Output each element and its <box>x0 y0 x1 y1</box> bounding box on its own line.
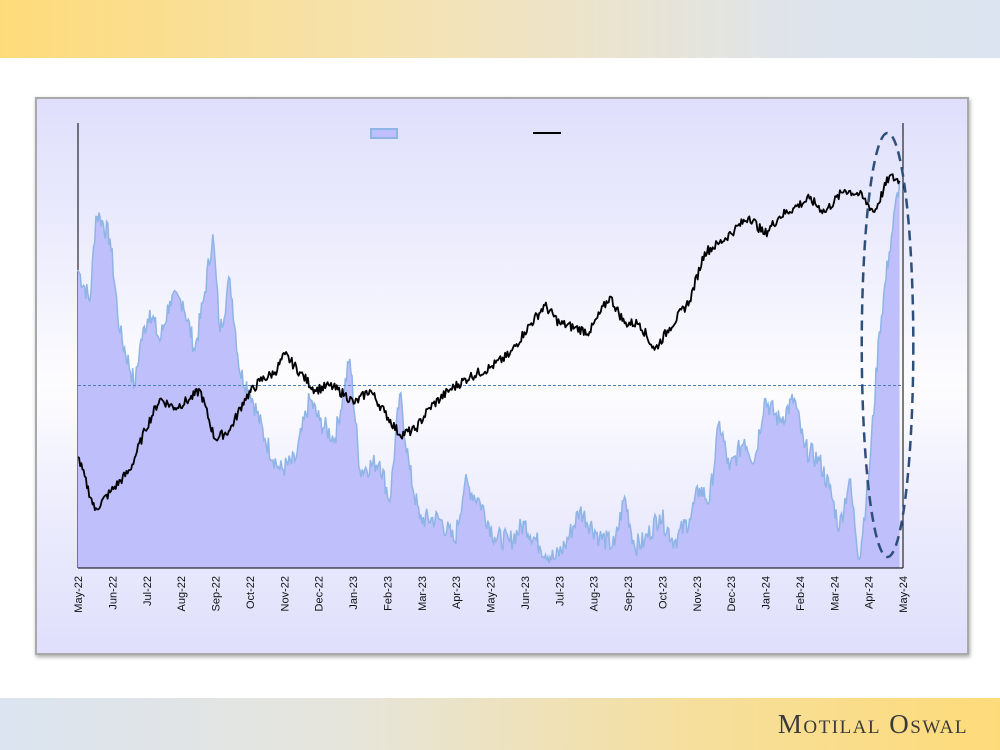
x-tick-label: Aug-22 <box>176 576 188 611</box>
x-tick-label: Jun-22 <box>107 576 119 610</box>
x-tick-label: Nov-22 <box>279 576 291 611</box>
x-tick-label: Feb-24 <box>795 576 807 611</box>
legend-swatch-area <box>370 128 398 139</box>
x-tick-label: Apr-23 <box>451 576 463 609</box>
x-tick-label: Sep-23 <box>623 576 635 611</box>
x-tick-label: Oct-23 <box>657 576 669 609</box>
x-tick-label: Apr-24 <box>864 576 876 609</box>
x-tick-label: Nov-23 <box>692 576 704 611</box>
brand-logo: Motilal Oswal <box>777 709 968 739</box>
x-tick-label: Jul-22 <box>142 576 154 606</box>
x-tick-label: May-22 <box>73 576 85 613</box>
x-tick-label: Dec-23 <box>726 576 738 611</box>
footer-band <box>0 698 1000 750</box>
area-series-fill <box>78 180 900 568</box>
x-tick-label: Oct-22 <box>245 576 257 609</box>
x-tick-label: Jul-23 <box>554 576 566 606</box>
x-tick-label: Jan-23 <box>348 576 360 610</box>
x-tick-label: Jun-23 <box>520 576 532 610</box>
line-series <box>77 173 901 511</box>
x-tick-label: Feb-23 <box>382 576 394 611</box>
x-tick-label: Dec-22 <box>314 576 326 611</box>
x-tick-label: Mar-24 <box>829 576 841 611</box>
legend <box>370 128 561 139</box>
x-tick-label: May-23 <box>486 576 498 613</box>
x-tick-label: Sep-22 <box>211 576 223 611</box>
area-series-outline <box>77 180 901 563</box>
x-tick-label: May-24 <box>898 576 910 613</box>
header-band <box>0 0 1000 58</box>
x-tick-label: Mar-23 <box>417 576 429 611</box>
x-tick-label: Aug-23 <box>589 576 601 611</box>
x-tick-label: Jan-24 <box>761 576 773 610</box>
highlight-ellipse <box>860 131 915 559</box>
